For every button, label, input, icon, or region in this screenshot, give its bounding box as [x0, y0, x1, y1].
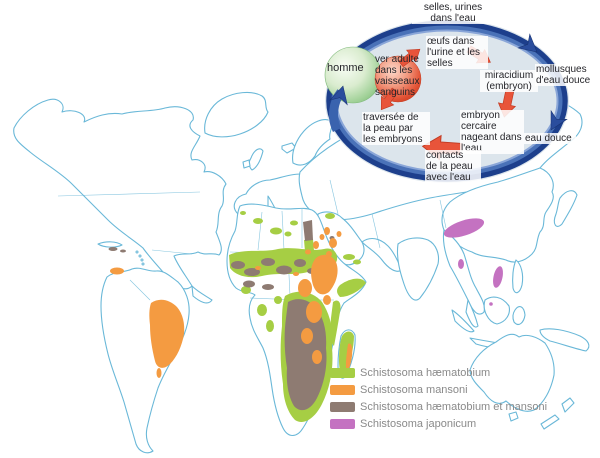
- region-greenland: [204, 91, 269, 138]
- label-miracidium: miracidium (embryon): [480, 70, 538, 92]
- region-ireland: [242, 159, 251, 169]
- region-uk: [248, 148, 264, 171]
- label-embryon-cercaire: embryon cercaire nageant dans l'eau: [460, 110, 524, 154]
- label-selles-urines: selles, urines dans l'eau: [412, 2, 494, 24]
- legend-swatch-haematobium: [330, 367, 355, 378]
- region-malay: [465, 299, 479, 328]
- region-japan: [553, 190, 578, 227]
- region-sumatra: [451, 309, 475, 333]
- label-eau-douce: eau douce: [524, 133, 576, 144]
- region-indochina: [442, 229, 485, 315]
- legend-item-japonicum: Schistosoma japonicum: [330, 415, 547, 432]
- human-sphere: [324, 46, 382, 104]
- japonicum-areas: [443, 218, 503, 306]
- region-iceland: [281, 142, 297, 154]
- label-mollusques: mollusques d'eau douce: [535, 64, 597, 86]
- legend-swatch-haematobium-mansoni: [330, 401, 355, 412]
- life-cycle-diagram: selles, urines dans l'eau homme ver adul…: [313, 0, 600, 202]
- map-legend: Schistosoma hæmatobium Schistosoma manso…: [330, 364, 547, 432]
- antilles-dots: [135, 250, 145, 266]
- label-ver-adulte: ver adulte dans les vaisseaux sanguins: [375, 54, 420, 98]
- region-tasmania: [508, 411, 519, 422]
- legend-swatch-mansoni: [330, 384, 355, 395]
- label-homme: homme: [327, 62, 364, 74]
- region-new-zealand-north: [561, 397, 575, 413]
- blue-arrowheads: [517, 33, 568, 131]
- legend-label: Schistosoma mansoni: [360, 383, 468, 396]
- region-new-zealand-south: [540, 414, 560, 430]
- region-sulawesi: [512, 306, 526, 325]
- region-scandinavia: [292, 119, 333, 166]
- region-philippines: [512, 259, 524, 294]
- legend-item-mansoni: Schistosoma mansoni: [330, 381, 547, 398]
- region-india: [396, 237, 440, 301]
- legend-swatch-japonicum: [330, 418, 355, 429]
- mansoni-areas: [110, 227, 353, 378]
- distribution-overlays: [108, 211, 503, 423]
- legend-label: Schistosoma hæmatobium: [360, 366, 491, 379]
- legend-item-haematobium: Schistosoma hæmatobium: [330, 364, 547, 381]
- region-iran: [361, 237, 403, 272]
- region-new-guinea: [539, 328, 590, 352]
- region-borneo: [483, 296, 510, 325]
- blue-entry-arrow: [329, 85, 348, 133]
- label-traversee: traversée de la peau par les embryons: [362, 112, 430, 145]
- label-oeufs: œufs dans l'urine et les selles: [426, 36, 488, 69]
- region-australia: [469, 333, 555, 412]
- legend-item-haematobium-mansoni: Schistosoma hæmatobium et mansoni: [330, 398, 547, 415]
- legend-label: Schistosoma hæmatobium et mansoni: [360, 400, 548, 413]
- legend-label: Schistosoma japonicum: [360, 417, 477, 430]
- region-central-america: [191, 285, 213, 304]
- region-cuba: [97, 241, 123, 248]
- region-east-asia: [441, 167, 554, 263]
- label-contacts: contacts de la peau avec l'eau: [425, 150, 481, 183]
- region-south-america: [100, 267, 190, 454]
- parasite-sphere: [374, 55, 422, 103]
